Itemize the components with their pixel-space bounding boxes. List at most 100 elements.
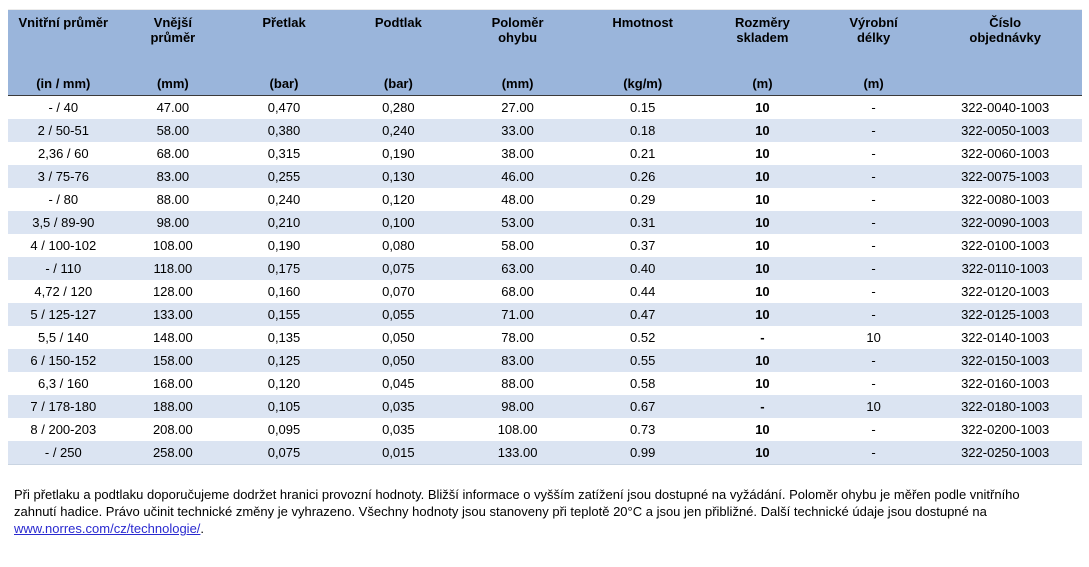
table-row: 3,5 / 89-90 98.00 0,210 0,100 53.00 0.31 10 - 32… bbox=[8, 211, 1082, 234]
column-header-label: Přetlak bbox=[262, 15, 306, 30]
table-cell: 10 bbox=[755, 100, 770, 115]
column-header-unit: (mm) bbox=[156, 76, 189, 91]
table-row: 6 / 150-152 158.00 0,125 0,050 83.00 0.55 10 - 3… bbox=[8, 349, 1082, 372]
table-cell: 0,255 bbox=[267, 169, 301, 184]
table-cell: 322-0120-1003 bbox=[961, 284, 1050, 299]
table-cell: 27.00 bbox=[501, 100, 534, 115]
table-cell: 0.31 bbox=[630, 215, 656, 230]
column-header: Číslo objednávky bbox=[928, 10, 1082, 96]
table-cell: 0,050 bbox=[382, 330, 415, 345]
table-cell: 5 / 125-127 bbox=[30, 307, 97, 322]
table-cell: 0.58 bbox=[630, 376, 656, 391]
table-cell: 33.00 bbox=[501, 123, 534, 138]
table-cell: 7 / 178-180 bbox=[30, 399, 97, 414]
table-cell: 118.00 bbox=[153, 261, 193, 276]
table-row: 2 / 50-51 58.00 0,380 0,240 33.00 0.18 10 - 322-… bbox=[8, 119, 1082, 142]
table-cell: 322-0080-1003 bbox=[961, 192, 1050, 207]
table-cell: - / 250 bbox=[8, 441, 119, 465]
table-cell: 78.00 bbox=[501, 330, 534, 345]
table-cell: - bbox=[871, 238, 876, 253]
table-cell: 0.47 bbox=[630, 307, 656, 322]
table-cell: 322-0140-1003 bbox=[961, 330, 1050, 345]
table-cell: 48.00 bbox=[501, 192, 534, 207]
table-cell: 0,315 bbox=[267, 146, 301, 161]
table-cell: - bbox=[871, 284, 876, 299]
table-cell: 10 bbox=[755, 307, 770, 322]
table-row: 8 / 200-203 208.00 0,095 0,035 108.00 0.73 10 -… bbox=[8, 418, 1082, 441]
column-header: Přetlak (bar) bbox=[227, 10, 341, 96]
table-cell: 10 bbox=[755, 146, 770, 161]
table-cell: 53.00 bbox=[501, 215, 534, 230]
table-cell: 10 bbox=[755, 353, 770, 368]
column-header-unit: (in / mm) bbox=[36, 76, 91, 91]
table-cell: 2,36 / 60 bbox=[38, 146, 89, 161]
table-cell: 0.21 bbox=[630, 146, 656, 161]
table-cell: 98.00 bbox=[501, 399, 534, 414]
table-cell: 2 / 50-51 bbox=[37, 123, 89, 138]
table-cell: - bbox=[760, 399, 765, 414]
table-cell: 0.37 bbox=[630, 238, 656, 253]
table-cell: 133.00 bbox=[455, 441, 580, 465]
table-cell: 58.00 bbox=[156, 123, 190, 138]
table-cell: 128.00 bbox=[152, 284, 193, 299]
table-cell: 0.99 bbox=[579, 441, 707, 465]
table-cell: 322-0040-1003 bbox=[961, 100, 1050, 115]
column-header-unit: (bar) bbox=[269, 76, 299, 91]
table-cell: - / 110 bbox=[45, 261, 82, 276]
table-cell: - bbox=[871, 422, 876, 437]
table-cell: 0.52 bbox=[630, 330, 656, 345]
table-cell: 0.73 bbox=[630, 422, 656, 437]
column-header: Vnitřní průměr (in / mm) bbox=[8, 10, 119, 96]
table-cell: 0,035 bbox=[382, 422, 415, 437]
table-cell: - / 40 bbox=[48, 100, 79, 115]
table-cell: 108.00 bbox=[152, 238, 193, 253]
table-cell: 4,72 / 120 bbox=[34, 284, 93, 299]
column-header-label: Hmotnost bbox=[612, 15, 674, 30]
table-cell: 0,095 bbox=[267, 422, 301, 437]
table-cell: 6,3 / 160 bbox=[38, 376, 89, 391]
table-cell: 188.00 bbox=[152, 399, 193, 414]
table-cell: 71.00 bbox=[501, 307, 534, 322]
table-cell: 0,155 bbox=[267, 307, 301, 322]
table-row: 6,3 / 160 168.00 0,120 0,045 88.00 0.58 10 - 322… bbox=[8, 372, 1082, 395]
table-cell: 88.00 bbox=[156, 192, 190, 207]
column-header-unit: (m) bbox=[752, 76, 773, 91]
column-header: Podtlak (bar) bbox=[340, 10, 456, 96]
table-cell: 63.00 bbox=[501, 261, 534, 276]
table-cell: 46.00 bbox=[501, 169, 534, 184]
table-cell: - bbox=[871, 353, 876, 368]
column-header-label: Poloměr ohybu bbox=[491, 15, 544, 45]
table-cell: 322-0110-1003 bbox=[961, 261, 1049, 276]
table-cell: 5,5 / 140 bbox=[38, 330, 89, 345]
table-cell: 0,070 bbox=[382, 284, 415, 299]
column-header-label: Podtlak bbox=[374, 15, 422, 30]
table-cell: 10 bbox=[755, 215, 770, 230]
table-cell: 322-0180-1003 bbox=[961, 399, 1050, 414]
table-cell: 322-0250-1003 bbox=[928, 441, 1082, 465]
table-cell: 0,130 bbox=[382, 169, 415, 184]
column-header-label: Rozměry skladem bbox=[734, 15, 790, 45]
table-row: 5,5 / 140 148.00 0,135 0,050 78.00 0.52 - 10 322… bbox=[8, 326, 1082, 349]
table-cell: 0,055 bbox=[382, 307, 415, 322]
table-cell: 322-0060-1003 bbox=[961, 146, 1050, 161]
table-cell: 47.00 bbox=[156, 100, 190, 115]
column-header-label: Číslo objednávky bbox=[969, 15, 1041, 45]
table-cell: 0,380 bbox=[267, 123, 301, 138]
table-cell: 68.00 bbox=[501, 284, 534, 299]
table-row: 4 / 100-102 108.00 0,190 0,080 58.00 0.37 10 - 3… bbox=[8, 234, 1082, 257]
column-header-unit: (bar) bbox=[383, 76, 413, 91]
column-header: Poloměr ohybu (mm) bbox=[455, 10, 580, 96]
table-cell: 322-0075-1003 bbox=[961, 169, 1050, 184]
table-cell: 0.15 bbox=[630, 100, 656, 115]
table-cell: 208.00 bbox=[152, 422, 193, 437]
technologie-link[interactable]: www.norres.com/cz/technologie/ bbox=[14, 521, 201, 536]
table-cell: 10 bbox=[866, 399, 881, 414]
table-row: 2,36 / 60 68.00 0,315 0,190 38.00 0.21 10 - 322-… bbox=[8, 142, 1082, 165]
table-cell: - bbox=[871, 192, 876, 207]
table-cell: 10 bbox=[755, 123, 770, 138]
table-body: - / 40 47.00 0,470 0,280 27.00 0.15 10-322-004… bbox=[8, 96, 1082, 465]
column-header: Rozměry skladem (m) bbox=[706, 10, 819, 96]
table-cell: 98.00 bbox=[156, 215, 190, 230]
table-cell: 10 bbox=[755, 376, 770, 391]
